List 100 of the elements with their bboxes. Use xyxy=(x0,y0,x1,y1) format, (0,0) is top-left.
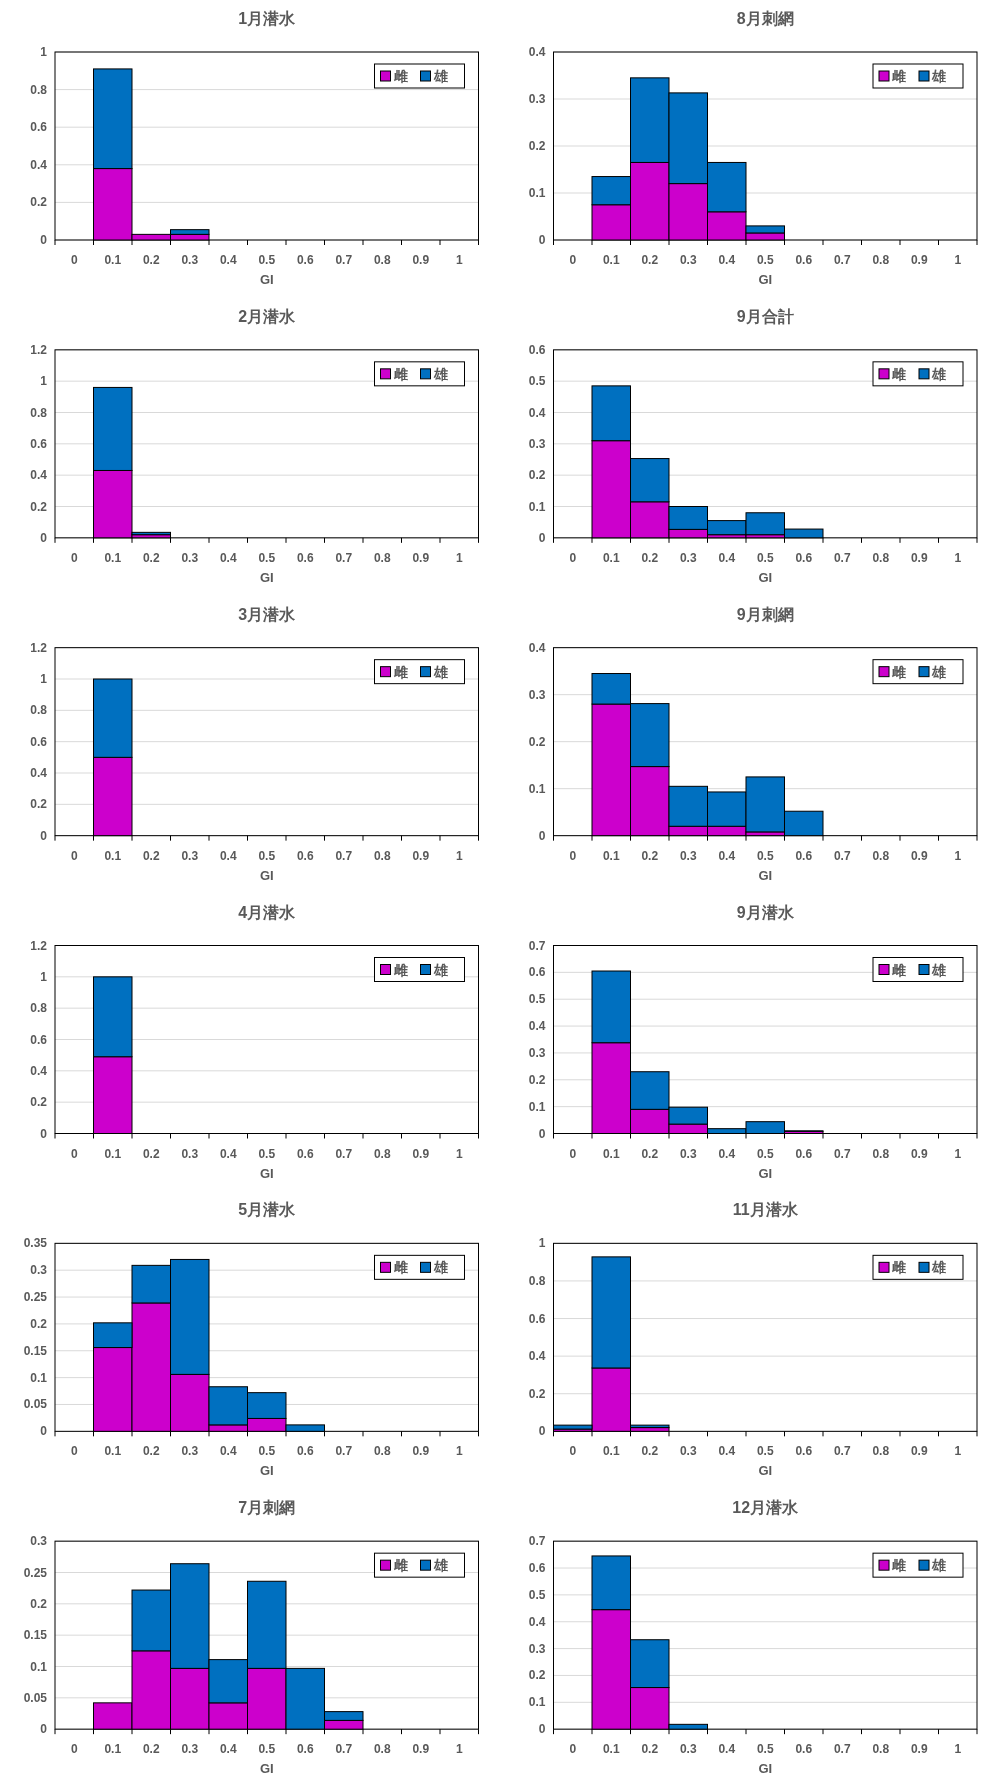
x-tick-label: 1 xyxy=(455,1146,463,1161)
x-tick-label: 0.5 xyxy=(756,550,774,565)
x-axis-title: GI xyxy=(758,1463,773,1479)
x-tick-label: 0.2 xyxy=(641,1146,659,1161)
x-tick-label: 0 xyxy=(70,848,78,863)
x-tick-label: 0 xyxy=(70,550,78,565)
x-tick-label: 0 xyxy=(70,1444,78,1459)
x-axis-title: GI xyxy=(758,569,773,585)
x-axis-title: GI xyxy=(758,867,773,883)
y-tick-label: 0.4 xyxy=(528,405,546,420)
legend-label: 雌 xyxy=(891,1557,906,1574)
x-tick-label: 0.5 xyxy=(258,1742,276,1757)
x-tick-label: 0.7 xyxy=(833,1146,851,1161)
x-tick-label: 1 xyxy=(455,550,463,565)
x-tick-label: 0.8 xyxy=(872,1146,890,1161)
y-tick-label: 0 xyxy=(538,828,546,843)
x-tick-label: 0.3 xyxy=(181,848,199,863)
x-tick-label: 0.9 xyxy=(910,253,928,267)
legend-label: 雌 xyxy=(891,1259,906,1276)
x-tick-label: 0.3 xyxy=(679,1742,697,1757)
chart-title: 4月潜水 xyxy=(238,903,297,921)
x-tick-label: 0.6 xyxy=(296,848,314,863)
y-tick-label: 1.2 xyxy=(30,938,48,953)
y-tick-label: 0.1 xyxy=(528,186,546,200)
legend-label: 雄 xyxy=(931,663,946,680)
legend-label: 雌 xyxy=(392,663,408,680)
y-tick-label: 0 xyxy=(538,530,546,545)
x-tick-label: 0.2 xyxy=(641,253,659,267)
legend-label: 雄 xyxy=(931,365,946,382)
x-tick-label: 0.6 xyxy=(795,1444,813,1459)
x-tick-label: 0.8 xyxy=(373,848,391,863)
x-tick-label: 0.7 xyxy=(833,550,851,565)
legend-label: 雌 xyxy=(392,68,408,84)
x-tick-label: 0.7 xyxy=(335,1444,353,1459)
x-tick-label: 0 xyxy=(569,550,577,565)
y-tick-label: 0.8 xyxy=(30,1001,48,1016)
y-tick-label: 0.6 xyxy=(30,120,48,135)
x-tick-label: 0.6 xyxy=(296,253,314,267)
x-tick-label: 0.9 xyxy=(412,550,430,565)
legend-label: 雄 xyxy=(432,961,448,978)
y-tick-label: 0.4 xyxy=(30,468,48,483)
x-tick-label: 0.3 xyxy=(679,1146,697,1161)
x-tick-label: 0.6 xyxy=(795,550,813,565)
x-axis-title: GI xyxy=(259,569,274,585)
x-tick-label: 0.4 xyxy=(219,1146,237,1161)
y-tick-label: 0.2 xyxy=(30,499,48,514)
x-tick-label: 0.5 xyxy=(258,848,276,863)
x-tick-label: 0.2 xyxy=(641,1444,659,1459)
y-tick-label: 0.2 xyxy=(30,1596,48,1611)
x-tick-label: 0.6 xyxy=(795,253,813,267)
legend-label: 雄 xyxy=(931,1259,946,1276)
x-tick-label: 0.5 xyxy=(756,848,774,863)
x-tick-label: 0.5 xyxy=(756,253,774,267)
x-tick-label: 0 xyxy=(569,1146,577,1161)
y-tick-label: 0.4 xyxy=(30,1063,48,1078)
x-tick-label: 0.9 xyxy=(910,1146,928,1161)
x-tick-label: 0.1 xyxy=(602,1742,620,1757)
x-tick-label: 0.9 xyxy=(412,1742,430,1757)
x-axis-title: GI xyxy=(259,1463,274,1479)
x-tick-label: 0.6 xyxy=(296,1742,314,1757)
x-tick-label: 0.1 xyxy=(602,848,620,863)
y-tick-label: 0.3 xyxy=(528,1641,546,1656)
y-tick-label: 0.05 xyxy=(23,1397,48,1412)
x-tick-label: 0.2 xyxy=(641,550,659,565)
x-tick-label: 0.6 xyxy=(795,1742,813,1757)
y-tick-label: 0.2 xyxy=(528,1386,546,1401)
y-tick-label: 0.3 xyxy=(30,1263,48,1278)
x-tick-label: 0.8 xyxy=(373,253,391,267)
y-tick-label: 0.4 xyxy=(528,1019,546,1034)
y-tick-label: 1 xyxy=(538,1236,546,1251)
x-tick-label: 0.4 xyxy=(219,848,237,863)
y-tick-label: 0.2 xyxy=(528,1072,546,1087)
y-tick-label: 0.6 xyxy=(30,1032,48,1047)
chart-title: 1月潜水 xyxy=(238,10,297,27)
x-tick-label: 1 xyxy=(455,1444,463,1459)
y-tick-label: 1 xyxy=(40,969,48,984)
legend-label: 雄 xyxy=(432,1557,448,1574)
y-tick-label: 0 xyxy=(538,1722,546,1737)
y-tick-label: 0.05 xyxy=(23,1690,48,1705)
x-tick-label: 0.5 xyxy=(258,1444,276,1459)
x-tick-label: 1 xyxy=(954,253,962,267)
x-tick-label: 0.1 xyxy=(104,848,122,863)
x-tick-label: 0.8 xyxy=(872,1742,890,1757)
x-tick-label: 0.3 xyxy=(181,1444,199,1459)
x-tick-label: 0.8 xyxy=(872,1444,890,1459)
y-tick-label: 0.1 xyxy=(30,1370,48,1385)
x-tick-label: 0.7 xyxy=(833,1444,851,1459)
y-tick-label: 0.4 xyxy=(528,640,546,655)
y-tick-label: 0.6 xyxy=(528,1311,546,1326)
x-tick-label: 0.5 xyxy=(258,253,276,267)
y-tick-label: 0.8 xyxy=(30,82,48,97)
x-axis-title: GI xyxy=(259,867,274,883)
x-tick-label: 0.5 xyxy=(258,1146,276,1161)
x-tick-label: 0.3 xyxy=(181,1742,199,1757)
x-tick-label: 0 xyxy=(569,253,577,267)
y-tick-label: 0.4 xyxy=(528,45,546,59)
x-axis-title: GI xyxy=(259,1761,274,1777)
y-tick-label: 0.8 xyxy=(528,1273,546,1288)
x-tick-label: 0.8 xyxy=(373,1146,391,1161)
chart-title: 3月潜水 xyxy=(238,605,297,623)
